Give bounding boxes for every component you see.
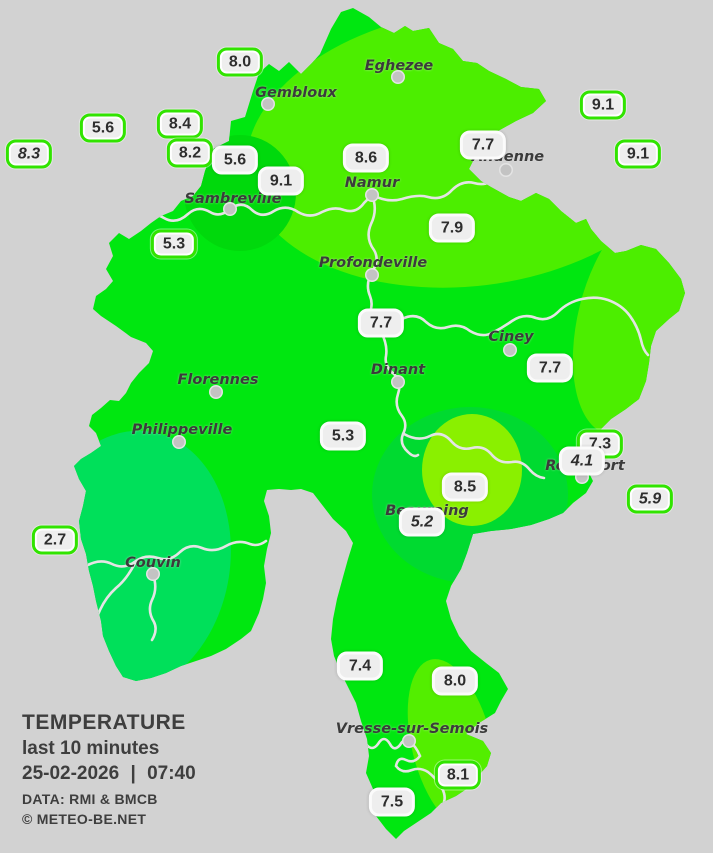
copyright-note: © METEO-BE.NET — [22, 811, 147, 827]
city-label: Dinant — [370, 362, 426, 378]
city-label: Florennes — [177, 372, 259, 388]
temperature-value-badge: 8.1 — [434, 760, 482, 790]
temperature-value-badge: 9.1 — [257, 166, 305, 196]
map-subtitle: last 10 minutes — [22, 738, 160, 759]
temperature-value-badge: 5.2 — [398, 507, 446, 537]
temperature-value-badge: 7.5 — [368, 787, 416, 817]
city-dot — [224, 203, 236, 215]
data-source: DATA: RMI & BMCB — [22, 791, 158, 807]
map-datetime: 25-02-2026 | 07:40 — [22, 763, 196, 784]
city-label: Gembloux — [255, 85, 337, 101]
temperature-value-badge: 4.1 — [558, 446, 606, 476]
temperature-value-badge: 7.7 — [526, 353, 574, 383]
temperature-value-badge: 8.5 — [441, 472, 489, 502]
temperature-value-badge: 5.6 — [211, 145, 259, 175]
temperature-value-badge: 7.7 — [459, 130, 507, 160]
temperature-value-badge: 5.3 — [319, 421, 367, 451]
city-dot — [366, 269, 378, 281]
city-label: Ciney — [488, 329, 534, 345]
map-title: TEMPERATURE — [22, 711, 186, 734]
city-dot — [392, 71, 404, 83]
temperature-value-badge: 7.9 — [428, 213, 476, 243]
city-label: Vresse-sur-Semois — [335, 721, 489, 737]
city-dot — [366, 189, 378, 201]
city-dot — [500, 164, 512, 176]
city-dot — [173, 436, 185, 448]
temperature-value-badge: 7.4 — [336, 651, 384, 681]
city-label: Philippeville — [131, 422, 233, 438]
city-label: Profondeville — [318, 255, 428, 271]
temperature-value-badge: 8.0 — [216, 47, 264, 77]
temperature-value-badge: 8.3 — [5, 139, 53, 169]
city-dot — [262, 98, 274, 110]
temperature-value-badge: 8.4 — [156, 109, 204, 139]
temperature-value-badge: 5.6 — [79, 113, 127, 143]
temperature-value-badge: 9.1 — [614, 139, 662, 169]
temperature-value-badge: 7.7 — [357, 308, 405, 338]
city-dot — [504, 344, 516, 356]
city-dot — [210, 386, 222, 398]
temperature-value-badge: 8.2 — [166, 138, 214, 168]
temperature-value-badge: 9.1 — [579, 90, 627, 120]
temperature-value-badge: 8.0 — [431, 666, 479, 696]
temperature-value-badge: 5.9 — [626, 484, 674, 514]
city-label: Eghezee — [364, 58, 434, 74]
temperature-value-badge: 8.6 — [342, 143, 390, 173]
temperature-value-badge: 2.7 — [31, 525, 79, 555]
temperature-value-badge: 5.3 — [150, 229, 198, 259]
city-label: Namur — [344, 175, 400, 191]
city-dot — [403, 735, 415, 747]
city-label: Sambreville — [184, 191, 282, 207]
city-dot — [392, 376, 404, 388]
city-label: Couvin — [125, 555, 181, 571]
city-dot — [576, 471, 588, 483]
title-block: TEMPERATURE last 10 minutes 25-02-2026 |… — [22, 710, 196, 829]
city-dot — [147, 568, 159, 580]
